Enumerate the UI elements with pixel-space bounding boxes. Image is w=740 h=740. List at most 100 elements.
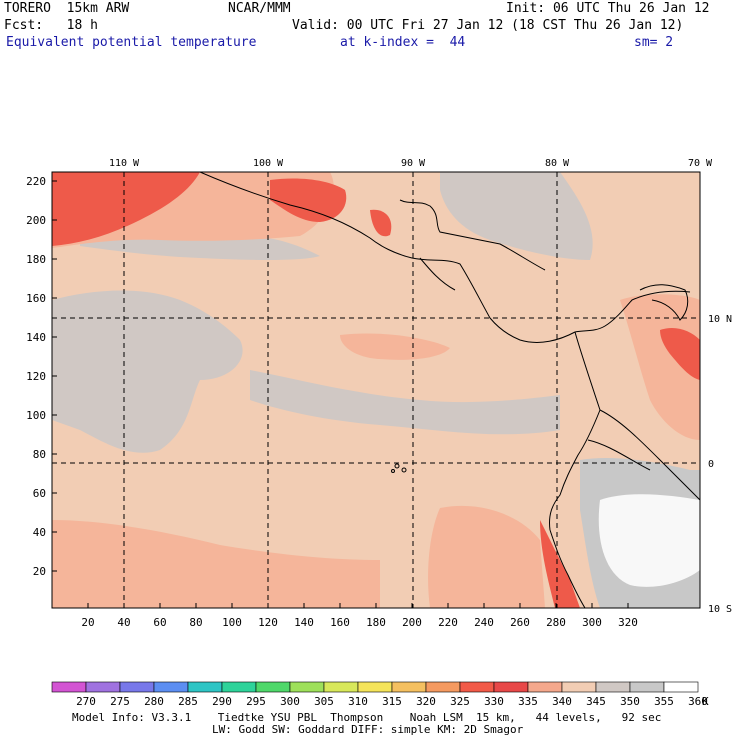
colorbar-label: 270 xyxy=(76,695,96,708)
colorbar-label: 300 xyxy=(280,695,300,708)
colorbar-swatch xyxy=(51,681,87,693)
colorbar-label: 310 xyxy=(348,695,368,708)
border-central-america xyxy=(419,257,456,291)
forecast-hour: Fcst: 18 h xyxy=(4,18,98,33)
y-tick-label: 120 xyxy=(26,370,46,383)
y-axis-ticks: 220 200 180 160 140 120 100 80 60 40 20 xyxy=(26,175,57,578)
colorbar-label: 315 xyxy=(382,695,402,708)
x-tick-label: 280 xyxy=(546,616,566,629)
colorbar-label: 305 xyxy=(314,695,334,708)
field-region-330-east xyxy=(660,328,700,380)
colorbar-swatch xyxy=(255,681,291,693)
y-tick-label: 80 xyxy=(33,448,46,461)
field-region-330-nw xyxy=(52,172,200,246)
x-tick-label: 160 xyxy=(330,616,350,629)
coastline-caribbean xyxy=(399,199,546,271)
colorbar-label: 280 xyxy=(144,695,164,708)
colorbar-label: 325 xyxy=(450,695,470,708)
field-region-350-west xyxy=(52,290,243,453)
colorbar-label: 345 xyxy=(586,695,606,708)
footer-model-info: Model Info: V3.3.1 Tiedtke YSU PBL Thomp… xyxy=(72,711,662,724)
colorbar-label: 285 xyxy=(178,695,198,708)
colorbar-swatch xyxy=(663,681,699,693)
colorbar-swatch xyxy=(357,681,393,693)
x-tick-label: 320 xyxy=(618,616,638,629)
x-tick-label: 260 xyxy=(510,616,530,629)
x-tick-label: 80 xyxy=(189,616,202,629)
init-time: Init: 06 UTC Thu 26 Jan 12 xyxy=(506,1,710,16)
colorbar-label: 320 xyxy=(416,695,436,708)
colorbar-swatch xyxy=(425,681,461,693)
colorbar-label: 360 xyxy=(688,695,708,708)
colorbar-unit: K xyxy=(702,695,709,708)
y-tick-label: 220 xyxy=(26,175,46,188)
y-tick-label: 40 xyxy=(33,526,46,539)
field-region-330-north xyxy=(270,178,347,222)
lon-label-90w: 90 W xyxy=(401,158,426,169)
border-peru-brazil xyxy=(599,409,700,501)
y-tick-label: 160 xyxy=(26,292,46,305)
x-tick-label: 240 xyxy=(474,616,494,629)
smoothing-label: sm= 2 xyxy=(634,35,674,50)
x-tick-label: 220 xyxy=(438,616,458,629)
latitude-labels: 10 N 0 10 S xyxy=(708,314,732,615)
field-region-330-inland xyxy=(370,209,392,237)
x-tick-label: 20 xyxy=(81,616,94,629)
colorbar-swatch xyxy=(85,681,121,693)
lat-label-10s: 10 S xyxy=(708,604,732,615)
x-tick-label: 200 xyxy=(402,616,422,629)
colorbar-swatch xyxy=(391,681,427,693)
colorbar-label: 275 xyxy=(110,695,130,708)
galapagos-island-2 xyxy=(401,467,407,473)
x-tick-label: 180 xyxy=(366,616,386,629)
lat-label-10n: 10 N xyxy=(708,314,732,325)
coastline-colombia-ecuador xyxy=(549,331,601,531)
temperature-field xyxy=(52,172,700,608)
colorbar-swatch xyxy=(459,681,495,693)
colorbar-label: 295 xyxy=(246,695,266,708)
coastline-pacific-north xyxy=(199,172,691,343)
field-region-350-north xyxy=(440,172,593,260)
colorbar-swatch xyxy=(187,681,223,693)
colorbar-labels: 270 275 280 285 290 295 300 305 310 315 320 325 330 3… xyxy=(76,695,708,708)
x-tick-label: 60 xyxy=(153,616,166,629)
colorbar-swatch xyxy=(629,681,665,693)
colorbar-swatch xyxy=(119,681,155,693)
y-tick-label: 140 xyxy=(26,331,46,344)
field-region-340-south xyxy=(52,520,380,608)
lon-label-110w: 110 W xyxy=(109,158,140,169)
colorbar xyxy=(51,681,699,693)
field-region-360-amazon xyxy=(598,494,700,587)
coastline-peru xyxy=(549,529,586,608)
field-region-330-coast xyxy=(540,520,580,608)
y-tick-label: 60 xyxy=(33,487,46,500)
x-tick-label: 40 xyxy=(117,616,130,629)
galapagos-island-3 xyxy=(391,469,395,473)
y-tick-label: 180 xyxy=(26,253,46,266)
x-axis-ticks: 20 40 60 80 100 120 140 160 180 200 220 240 260 280 30… xyxy=(81,603,638,629)
lon-label-100w: 100 W xyxy=(253,158,284,169)
colorbar-swatch xyxy=(595,681,631,693)
x-tick-label: 100 xyxy=(222,616,242,629)
colorbar-label: 330 xyxy=(484,695,504,708)
colorbar-swatch xyxy=(323,681,359,693)
lat-label-0: 0 xyxy=(708,459,714,470)
colorbar-label: 290 xyxy=(212,695,232,708)
x-tick-label: 140 xyxy=(294,616,314,629)
colorbar-swatch xyxy=(527,681,563,693)
x-tick-label: 120 xyxy=(258,616,278,629)
lon-label-70w: 70 W xyxy=(688,158,713,169)
valid-time: Valid: 00 UTC Fri 27 Jan 12 (18 CST Thu … xyxy=(292,18,684,33)
footer-physics-info: LW: Godd SW: Goddard DIFF: simple KM: 2D… xyxy=(212,723,524,736)
colorbar-swatch xyxy=(493,681,529,693)
colorbar-label: 350 xyxy=(620,695,640,708)
center-label: NCAR/MMM xyxy=(228,1,291,16)
colorbar-swatch xyxy=(561,681,597,693)
colorbar-swatch xyxy=(153,681,189,693)
y-tick-label: 200 xyxy=(26,214,46,227)
colorbar-label: 335 xyxy=(518,695,538,708)
field-region-340-mid xyxy=(340,333,450,360)
coastlines xyxy=(199,172,700,608)
field-region-340-se xyxy=(428,505,545,608)
